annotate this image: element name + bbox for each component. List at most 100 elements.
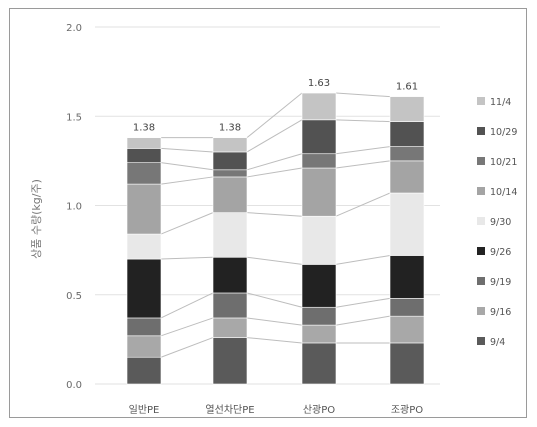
bar-segment <box>301 92 337 121</box>
connector-line <box>335 254 391 265</box>
bar-segment <box>126 317 162 337</box>
legend-swatch <box>477 337 485 345</box>
y-tick-label: 1.5 <box>66 112 82 123</box>
bar-segment <box>212 169 248 178</box>
legend-swatch <box>477 247 485 255</box>
bar-segment <box>126 233 162 260</box>
bar-segment <box>389 121 425 147</box>
bar-segment <box>212 337 248 385</box>
y-axis-label: 상품 수량(kg/주) <box>30 179 43 259</box>
bar-segment <box>212 256 248 294</box>
x-category-label: 조광PO <box>391 404 423 416</box>
bar-segment <box>212 151 248 171</box>
connector-line <box>246 337 303 344</box>
bar-segment <box>301 119 337 155</box>
bar-segment <box>126 183 162 235</box>
connector-line <box>246 119 303 153</box>
x-axis-categories: 일반PE 열선차단PE 산광PO 조광PO <box>129 404 424 416</box>
connector-line <box>160 147 214 153</box>
connector-line <box>246 317 303 326</box>
connector-line <box>160 337 214 358</box>
legend-swatch <box>477 157 485 165</box>
bar-segment <box>126 148 162 163</box>
bar-segment <box>389 315 425 344</box>
legend-label: 11/4 <box>490 97 511 108</box>
legend-label: 9/19 <box>490 277 511 288</box>
legend-swatch <box>477 277 485 285</box>
total-label: 1.38 <box>219 123 241 134</box>
legend-swatch <box>477 307 485 315</box>
connector-line <box>246 256 303 265</box>
x-category-label: 산광PO <box>303 404 335 416</box>
bar-segment <box>389 192 425 256</box>
bars <box>126 92 425 385</box>
bar-segment <box>301 264 337 308</box>
bar-segment <box>301 215 337 265</box>
bar-segment <box>389 255 425 299</box>
legend: 11/4 10/29 10/21 10/14 9/30 9/26 9/19 9/16 9/4 <box>477 97 517 348</box>
y-tick-label: 0.5 <box>66 291 82 302</box>
bar-segment <box>389 160 425 194</box>
legend-label: 10/29 <box>490 127 517 138</box>
legend-label: 10/14 <box>490 187 517 198</box>
bar-segment <box>212 317 248 338</box>
connector-line <box>335 160 391 169</box>
bar-segment <box>389 146 425 162</box>
bar-segment <box>301 306 337 326</box>
connector-line <box>160 317 214 337</box>
connector-line <box>160 176 214 185</box>
legend-swatch <box>477 187 485 195</box>
legend-swatch <box>477 97 485 105</box>
y-tick-label: 2.0 <box>66 23 82 34</box>
total-label: 1.38 <box>133 123 155 134</box>
x-category-label: 열선차단PE <box>205 404 254 416</box>
connector-line <box>246 153 303 171</box>
bar-segment <box>212 137 248 153</box>
bar-segment <box>126 137 162 149</box>
bar-segment <box>389 96 425 122</box>
bar-segment <box>126 258 162 319</box>
bar-segment <box>301 167 337 217</box>
y-axis-ticks: 0.0 0.5 1.0 1.5 2.0 <box>66 23 82 391</box>
y-tick-label: 0.0 <box>66 380 82 391</box>
connector-line <box>160 212 214 235</box>
chart-frame <box>9 8 527 418</box>
bar-segment <box>301 342 337 385</box>
legend-label: 9/30 <box>490 217 511 228</box>
connector-lines <box>160 92 391 358</box>
connector-line <box>160 162 214 171</box>
connector-line <box>246 212 303 217</box>
legend-label: 9/16 <box>490 307 511 318</box>
connector-line <box>335 192 391 217</box>
connector-line <box>160 256 214 260</box>
legend-label: 9/4 <box>490 337 505 348</box>
total-label: 1.63 <box>308 78 330 89</box>
legend-swatch <box>477 127 485 135</box>
connector-line <box>335 315 391 326</box>
bar-segment <box>126 356 162 385</box>
connector-line <box>335 92 391 98</box>
x-category-label: 일반PE <box>129 404 160 416</box>
connector-line <box>246 92 303 139</box>
total-labels: 1.38 1.38 1.63 1.61 <box>133 78 418 134</box>
bar-segment <box>389 342 425 385</box>
legend-swatch <box>477 217 485 225</box>
connector-line <box>335 297 391 308</box>
bar-segment <box>301 153 337 169</box>
connector-line <box>160 292 214 319</box>
bar-segment <box>212 292 248 319</box>
bar-segment <box>212 176 248 213</box>
legend-label: 10/21 <box>490 157 517 168</box>
y-tick-label: 1.0 <box>66 202 82 213</box>
connector-line <box>335 119 391 123</box>
connector-line <box>335 146 391 155</box>
bar-segment <box>126 162 162 185</box>
bar-segment <box>301 324 337 344</box>
legend-label: 9/26 <box>490 247 511 258</box>
bar-segment <box>126 335 162 358</box>
connector-line <box>246 292 303 308</box>
connector-line <box>246 167 303 178</box>
total-label: 1.61 <box>396 82 418 93</box>
bar-segment <box>212 212 248 258</box>
